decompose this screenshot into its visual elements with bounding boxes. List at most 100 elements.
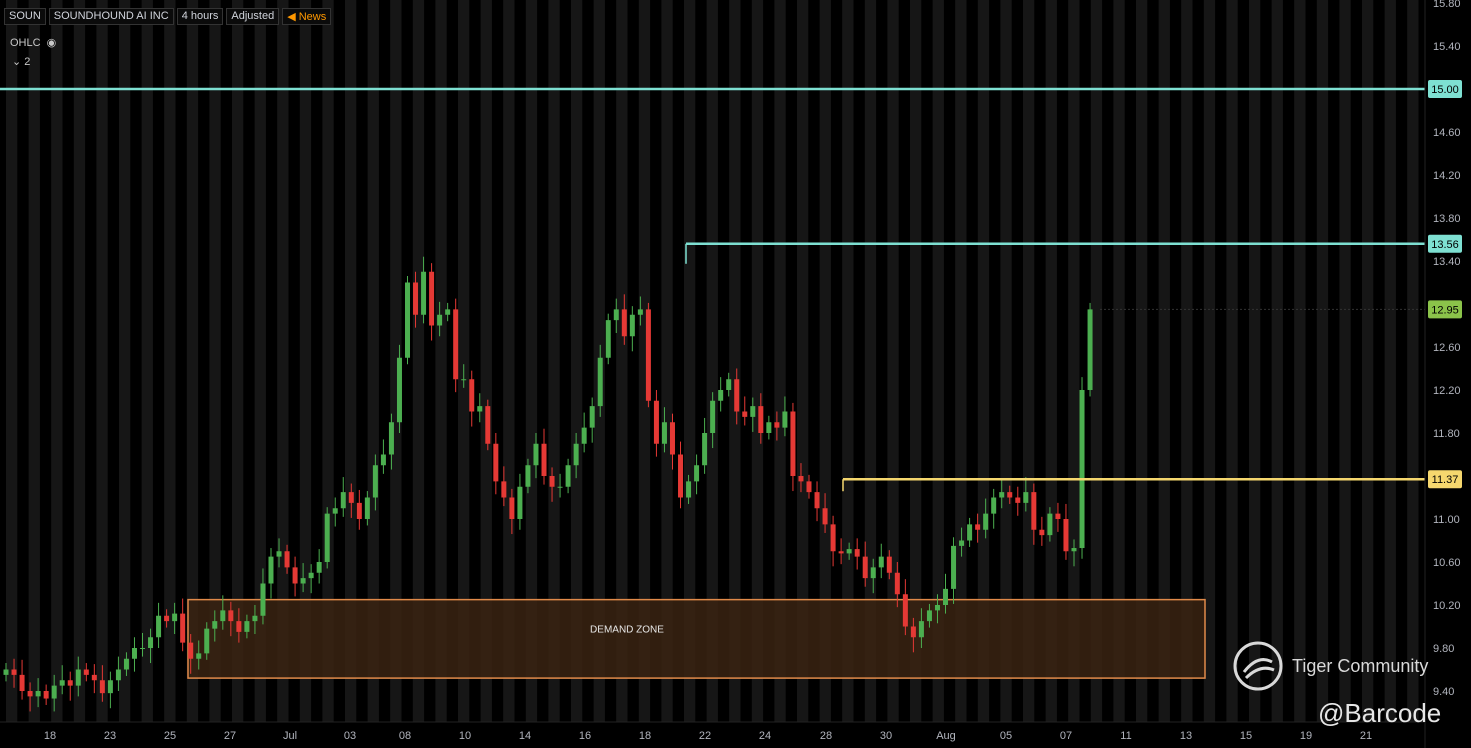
candle-body (83, 669, 89, 675)
x-tick-label: 13 (1180, 730, 1192, 742)
candle-body (822, 508, 828, 525)
tiger-logo-icon (1233, 641, 1283, 691)
session-band (141, 0, 153, 722)
x-tick-label: 11 (1120, 730, 1131, 742)
session-band (887, 0, 899, 722)
candle-body (967, 524, 973, 541)
candle-body (1079, 390, 1085, 549)
y-tick-label: 12.60 (1433, 342, 1461, 354)
candle-body (718, 390, 724, 401)
y-tick-label: 11.80 (1433, 428, 1460, 440)
interval-button[interactable]: 4 hours (176, 8, 224, 25)
session-band (1407, 0, 1419, 722)
candle-body (750, 406, 756, 417)
session-band (1158, 0, 1170, 722)
candle-body (999, 492, 1005, 498)
candle-body (493, 443, 499, 482)
y-tick-label: 10.20 (1433, 600, 1461, 612)
news-button[interactable]: ◀︎ News (282, 8, 332, 25)
watermark-brand: Tiger Community (1232, 638, 1452, 694)
candle-body (605, 320, 611, 358)
candle-body (951, 545, 957, 589)
price-label-bg (1428, 234, 1462, 253)
candle-body (686, 481, 692, 498)
candle-body (581, 427, 587, 444)
session-band (96, 0, 108, 722)
symbol-ticker[interactable]: SOUN (4, 8, 46, 25)
candle-body (629, 314, 635, 337)
session-band (435, 0, 447, 722)
candle-body (653, 400, 659, 444)
session-band (28, 0, 40, 722)
candle-body (220, 610, 226, 622)
candle-body (316, 562, 322, 573)
candle-body (991, 497, 997, 514)
candle-body (180, 613, 186, 643)
symbol-header: SOUN SOUNDHOUND AI INC 4 hours Adjusted … (4, 8, 332, 25)
session-band (345, 0, 357, 722)
session-band (571, 0, 583, 722)
candle-body (758, 406, 764, 433)
candle-body (469, 379, 475, 412)
candle-body (975, 524, 981, 530)
session-band (729, 0, 741, 722)
candle-body (774, 422, 780, 428)
candle-body (533, 443, 539, 466)
indicator-toggle[interactable]: ⌄ 2 (12, 55, 30, 68)
session-band (367, 0, 379, 722)
session-band (1181, 0, 1193, 722)
candle-body (244, 621, 250, 632)
candle-body (669, 422, 675, 455)
candle-body (1071, 548, 1077, 552)
candle-body (798, 476, 804, 482)
price-label: 11.37 (1432, 474, 1459, 486)
session-band (412, 0, 425, 722)
candle-body (3, 669, 9, 675)
session-band (977, 0, 990, 722)
session-band (1384, 0, 1396, 722)
session-band (1045, 0, 1057, 722)
demand-zone-label: DEMAND ZONE (590, 625, 664, 636)
candle-body (421, 271, 427, 315)
session-band (638, 0, 651, 722)
candle-body (702, 433, 708, 466)
speaker-icon: ◀︎ (287, 11, 296, 23)
session-band (932, 0, 944, 722)
session-band (299, 0, 312, 722)
candle-body (565, 465, 571, 487)
session-band (1362, 0, 1374, 722)
candle-body (943, 588, 949, 605)
candle-body (1023, 492, 1029, 503)
adjust-button[interactable]: Adjusted (226, 8, 280, 25)
eye-slash-icon[interactable]: ◉ (46, 37, 57, 49)
session-band (1090, 0, 1103, 722)
candle-body (228, 610, 234, 622)
session-band (232, 0, 244, 722)
y-tick-label: 10.60 (1433, 557, 1461, 569)
y-tick-label: 13.40 (1433, 256, 1461, 268)
session-band (910, 0, 922, 722)
x-tick-label: 25 (164, 730, 176, 742)
session-band (458, 0, 470, 722)
x-tick-label: 18 (44, 730, 56, 742)
candle-body (356, 502, 362, 519)
candle-body (91, 674, 97, 681)
y-tick-label: 14.60 (1433, 127, 1461, 139)
candle-body (11, 669, 17, 675)
candle-body (388, 422, 394, 455)
last-price-label-bg (1428, 300, 1462, 319)
candle-body (846, 549, 852, 554)
candle-body (405, 282, 410, 358)
candle-body (204, 628, 210, 654)
session-band (503, 0, 515, 722)
candle-body (461, 379, 467, 381)
x-tick-label: 14 (519, 730, 531, 742)
session-band (164, 0, 176, 722)
x-tick-label: Jul (283, 730, 297, 742)
candle-body (918, 621, 924, 638)
price-label-bg (1428, 80, 1462, 98)
candle-body (284, 551, 290, 568)
ohlc-legend[interactable]: OHLC ◉ (10, 36, 57, 50)
candle-body (396, 357, 402, 423)
